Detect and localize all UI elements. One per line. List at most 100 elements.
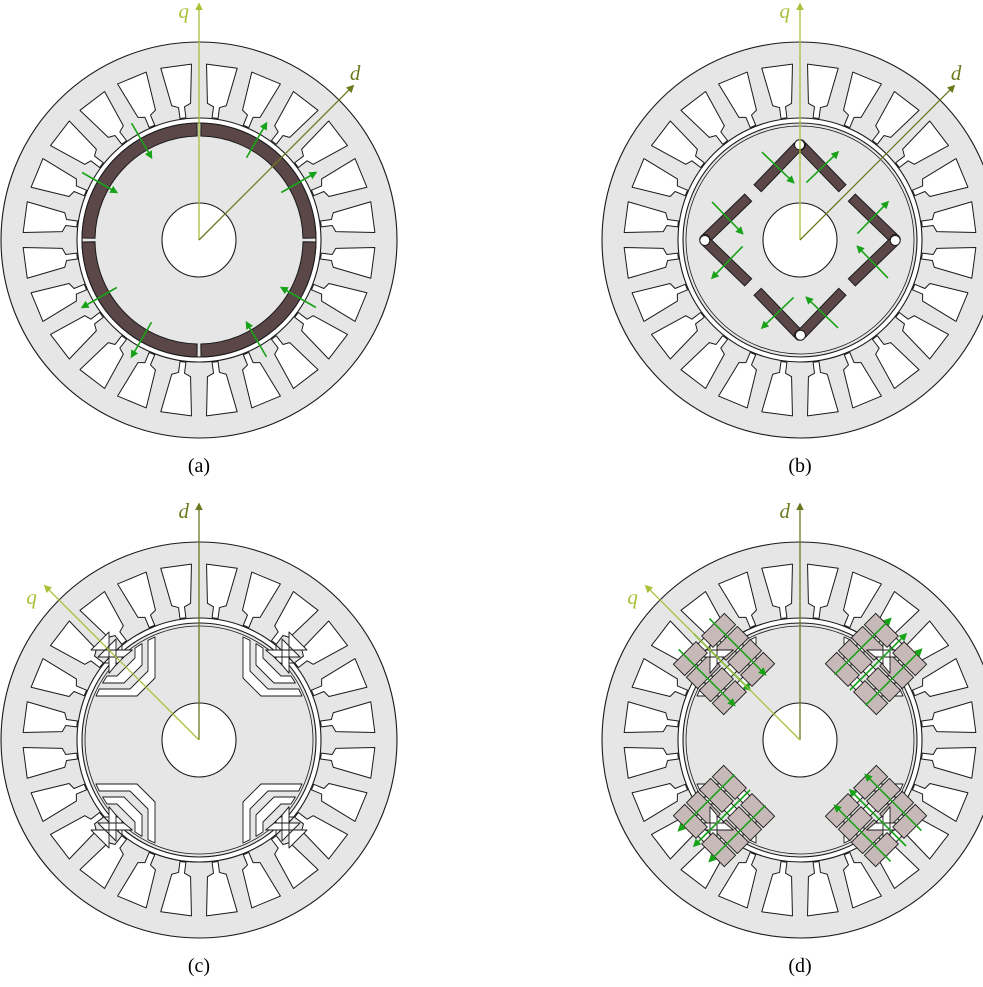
stator-slot [30,658,88,697]
magnetization-arrow [856,245,889,279]
panel-d-pm-assisted-reluctance-motor: dq (d) [601,499,983,977]
panel-d-caption: (d) [788,955,811,977]
stator-slot [30,158,88,197]
assist-magnet [740,793,776,829]
stator-slot [843,571,882,629]
d-axis-label: d [780,499,791,523]
stator-slot [718,851,757,909]
assist-magnet [892,641,928,677]
stator-slot [310,283,368,322]
stator-slot [320,747,376,779]
flux-barrier [265,631,308,674]
stator-slot [30,283,88,322]
magnetization-arrow [849,632,908,691]
stator-slot [30,783,88,822]
stator-slot [79,835,128,890]
stator-slot [631,658,689,697]
assist-magnet [727,806,763,842]
stator-slot [911,658,969,697]
stator-slot [761,361,793,417]
magnetization-arrow [856,200,890,235]
stator-slot [270,835,319,890]
flux-barrier [889,234,901,246]
stator-slot [911,783,969,822]
stator-slot [49,311,104,360]
stator-slot [895,120,950,169]
stator-slot [294,811,349,860]
stator-slot [623,201,679,233]
stator-slot [117,571,156,629]
stator-slot [160,861,192,917]
stator-slot [206,563,238,619]
magnetization-arrow [678,648,736,707]
stator-slot [117,851,156,909]
stator-slot [680,90,729,145]
stator-slot [631,783,689,822]
stator-slot [242,351,281,409]
d-axis-label: d [951,61,962,85]
flux-barrier [794,329,806,341]
stator-slot [623,701,679,733]
stator-slot [22,747,78,779]
stator-slot [718,571,757,629]
stator-slot [807,861,839,917]
stator-slot [807,63,839,119]
stator-slot [761,563,793,619]
flux-barrier [242,636,303,697]
panel-c-caption: (c) [188,955,210,977]
flux-barrier [265,806,308,849]
dq-axes: dq [627,499,804,741]
magnetization-arrow [711,201,744,235]
magnetization-arrow [848,788,907,847]
assist-magnet [698,777,734,813]
stator-slot [294,311,349,360]
stator-slot [320,701,376,733]
stator-slot [761,63,793,119]
assist-magnet [853,764,889,800]
stator-slot [117,71,156,129]
magnetization-arrow [710,245,744,280]
surface-magnet [200,122,317,239]
panel-a-surface-pm-motor: qd (a) [0,0,398,477]
stator-slot [270,590,319,645]
assist-magnet [866,667,902,703]
stator-slot [911,158,969,197]
stator-slot [623,247,679,279]
stator-slot [631,158,689,197]
assist-magnet [853,680,889,716]
q-axis [644,584,801,741]
stator-slot [206,361,238,417]
magnetization-arrow [245,320,268,358]
flux-barrier [255,796,296,837]
panel-b-caption: (b) [788,455,811,477]
stator-slot [22,201,78,233]
stator-slot [650,311,705,360]
stator-slot [761,861,793,917]
stator-slot [79,335,128,390]
stator-slot [160,63,192,119]
stator-slot [310,658,368,697]
assist-magnet [740,651,776,687]
stator-slot [911,283,969,322]
assist-magnet [892,803,928,839]
d-axis-label: d [179,499,190,523]
stator-slot [650,120,705,169]
magnetization-arrow [245,121,268,159]
stator-slot [160,361,192,417]
stator-slot [206,63,238,119]
stator-slot [294,120,349,169]
stator-slot [921,201,977,233]
stator-slot [871,90,920,145]
assist-magnet [711,764,747,800]
assist-magnet [866,777,902,813]
stator-slot [160,563,192,619]
stator-slot [807,563,839,619]
surface-magnet [81,241,198,358]
stator-slot [921,247,977,279]
flux-barrier [255,643,296,684]
stator-slot [79,590,128,645]
q-axis-label: q [179,0,190,23]
stator-slot [310,158,368,197]
stator-slot [623,747,679,779]
stator-slot [22,247,78,279]
